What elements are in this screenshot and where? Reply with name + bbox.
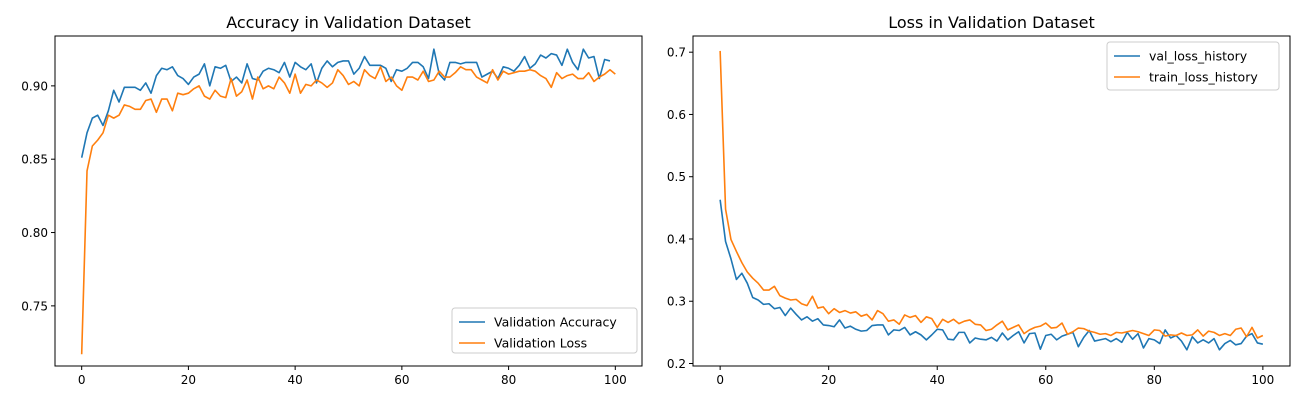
loss-series-line-2 [719, 50, 1264, 339]
accuracy-x-tick-label: 80 [501, 373, 516, 387]
accuracy-plot-area [80, 48, 616, 355]
loss-axes-frame [692, 35, 1291, 367]
loss-plot-area [719, 50, 1264, 351]
loss-y-tick-label: 0.5 [667, 170, 686, 184]
accuracy-chart-title: Accuracy in Validation Dataset [226, 13, 471, 32]
loss-x-tick-label: 40 [930, 373, 945, 387]
loss-x-tick-label: 80 [1147, 373, 1162, 387]
loss-x-tick-label: 20 [821, 373, 836, 387]
loss-series-line-1 [719, 199, 1264, 351]
loss-y-tick-label: 0.6 [667, 108, 686, 122]
accuracy-y-tick-label: 0.80 [21, 226, 48, 240]
accuracy-ticks: 0 20 40 60 80 100 0.75 0.80 0.85 0.90 [21, 79, 626, 387]
accuracy-x-tick-label: 100 [604, 373, 627, 387]
accuracy-x-tick-label: 0 [78, 373, 86, 387]
loss-y-tick-label: 0.2 [667, 357, 686, 371]
accuracy-legend: Validation Accuracy Validation Loss [451, 307, 638, 354]
loss-y-tick-label: 0.7 [667, 46, 686, 60]
loss-chart-title: Loss in Validation Dataset [888, 13, 1095, 32]
accuracy-legend-label: Validation Loss [494, 336, 587, 351]
loss-legend: val_loss_history train_loss_history [1106, 41, 1280, 91]
accuracy-axes-frame [54, 35, 643, 367]
loss-y-tick-label: 0.4 [667, 232, 686, 246]
loss-y-tick-label: 0.3 [667, 295, 686, 309]
accuracy-y-tick-label: 0.85 [21, 153, 48, 167]
accuracy-series-line-2 [80, 66, 616, 355]
loss-x-tick-label: 60 [1038, 373, 1053, 387]
loss-legend-label: train_loss_history [1149, 70, 1258, 85]
accuracy-legend-box [451, 307, 638, 354]
loss-x-tick-label: 0 [716, 373, 724, 387]
accuracy-y-tick-label: 0.75 [21, 299, 48, 313]
loss-chart: Loss in Validation Dataset 0 20 40 60 80 1000… [667, 13, 1291, 387]
loss-x-tick-label: 100 [1251, 373, 1274, 387]
accuracy-x-tick-label: 20 [181, 373, 196, 387]
accuracy-chart: Accuracy in Validation Dataset 0 20 40 60 80… [21, 13, 643, 387]
accuracy-x-tick-label: 40 [287, 373, 302, 387]
loss-ticks: 0 20 40 60 80 100 0.2 0.3 0.4 0.5 0.6 0.7 [667, 46, 1274, 387]
accuracy-y-tick-label: 0.90 [21, 79, 48, 93]
accuracy-legend-label: Validation Accuracy [494, 315, 617, 330]
accuracy-series-line-1 [80, 48, 611, 158]
loss-legend-box [1106, 41, 1280, 91]
loss-legend-label: val_loss_history [1149, 49, 1248, 64]
accuracy-x-tick-label: 60 [394, 373, 409, 387]
